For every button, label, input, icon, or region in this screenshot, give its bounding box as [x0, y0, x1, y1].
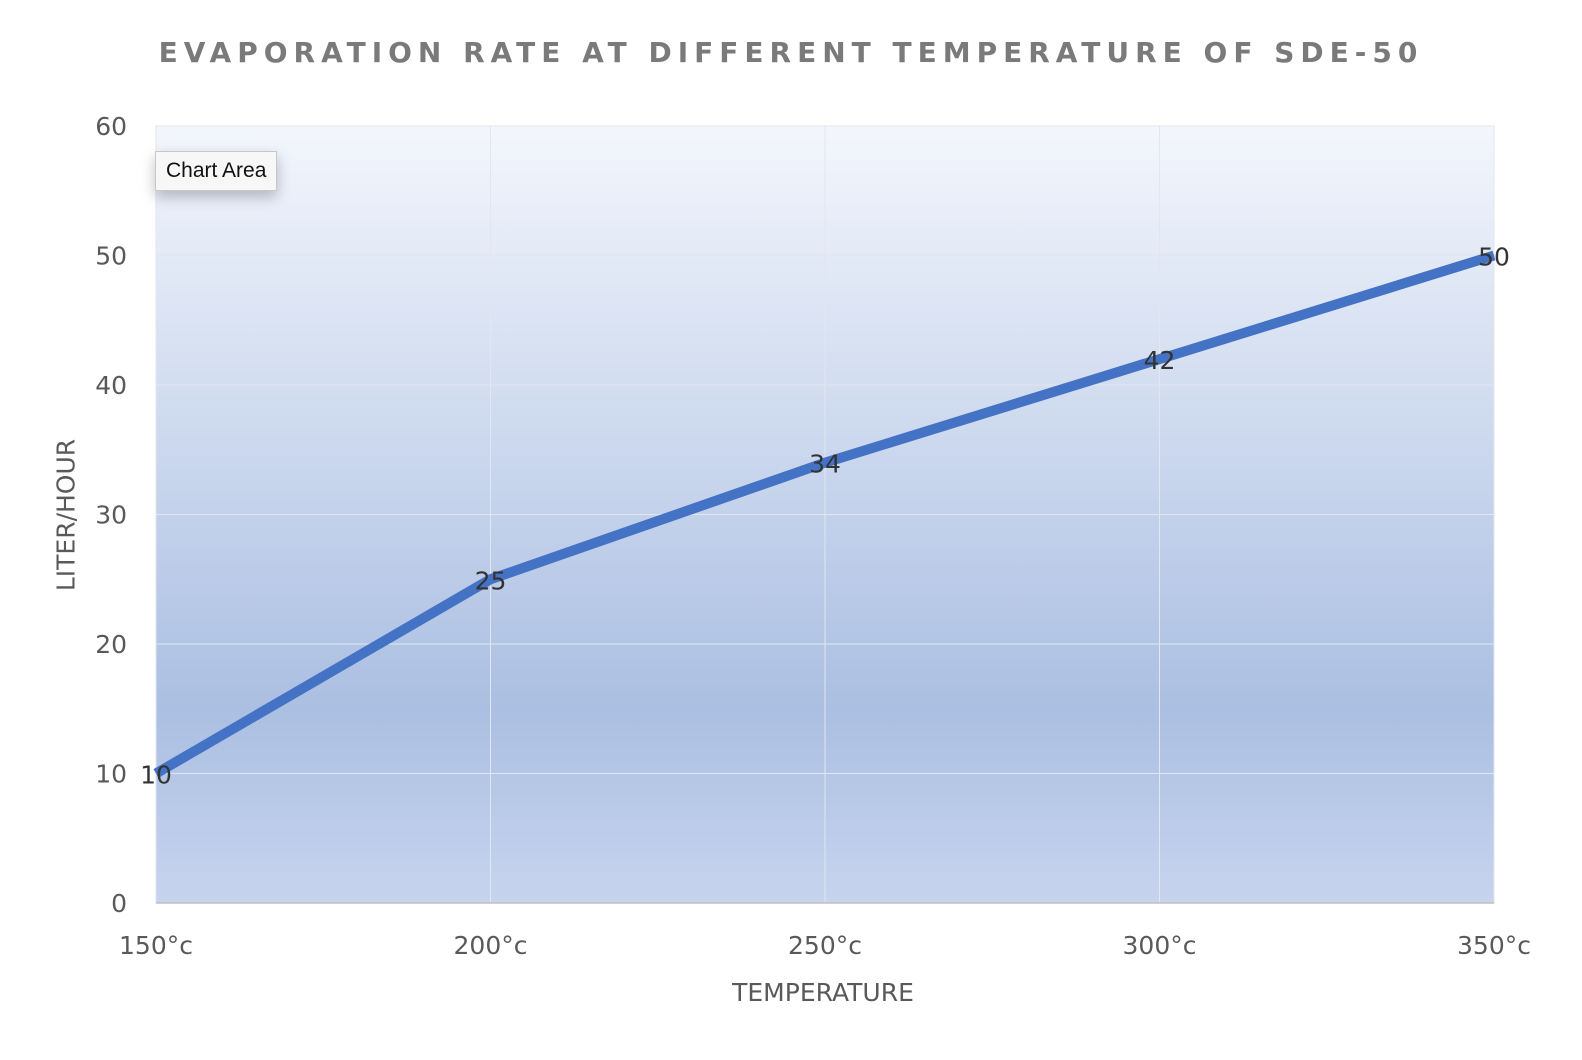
x-tick-label: 150°c	[119, 931, 193, 960]
x-axis-title: TEMPERATURE	[732, 978, 914, 1007]
series-layer	[153, 250, 1496, 778]
y-tick-label: 60	[95, 112, 127, 141]
gridlines	[155, 125, 1495, 904]
chart-title: EVAPORATION RATE AT DIFFERENT TEMPERATUR…	[158, 36, 1424, 69]
axes: 0 10 20 30 40 50 60 150°c 200°c 250°c 300°c 350°c	[95, 112, 1531, 960]
x-tick-label: 200°c	[454, 931, 528, 960]
x-tick-label: 300°c	[1123, 931, 1197, 960]
data-labels: 10 25 34 42 50	[140, 243, 1510, 790]
y-tick-label: 50	[95, 242, 127, 271]
data-label: 34	[809, 450, 841, 479]
y-tick-label: 0	[111, 889, 127, 918]
y-axis-title: LITER/HOUR	[51, 438, 81, 592]
data-label: 50	[1478, 243, 1510, 272]
y-tick-label: 20	[95, 630, 127, 659]
data-label: 10	[140, 761, 172, 790]
y-tick-label: 10	[95, 760, 127, 789]
x-tick-label: 350°c	[1457, 931, 1531, 960]
x-tick-label: 250°c	[788, 931, 862, 960]
y-tick-label: 30	[95, 501, 127, 530]
data-label: 25	[475, 566, 507, 595]
data-label: 42	[1144, 346, 1176, 375]
chart-area-tooltip: Chart Area	[155, 151, 278, 191]
y-tick-label: 40	[95, 371, 127, 400]
